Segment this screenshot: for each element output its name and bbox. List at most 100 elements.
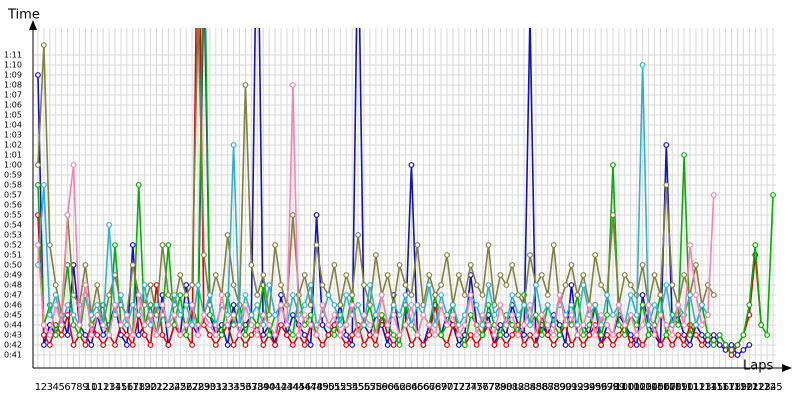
point [159, 242, 166, 248]
point [165, 242, 172, 248]
x-tick-label: 112 [686, 382, 705, 393]
point [527, 332, 533, 338]
x-tick-label: 29 [198, 382, 211, 393]
point [491, 342, 498, 348]
point [171, 312, 178, 318]
point [699, 342, 705, 348]
point [82, 342, 89, 348]
y-axis-label: Time [7, 8, 40, 23]
x-tick-label: 66 [417, 382, 430, 393]
point [384, 342, 391, 348]
point [414, 332, 421, 338]
point [94, 282, 101, 288]
point [627, 342, 634, 348]
y-tick-label: 1:07 [4, 91, 22, 100]
point [693, 332, 699, 338]
point [301, 332, 308, 338]
point [40, 182, 47, 188]
y-tick-label: 0:59 [4, 171, 22, 180]
point [734, 342, 741, 348]
point [367, 322, 373, 328]
point [230, 282, 237, 288]
point [343, 272, 350, 278]
point [307, 302, 314, 308]
point [740, 347, 747, 353]
point [230, 302, 237, 308]
point [70, 312, 77, 318]
point [201, 252, 207, 258]
point [521, 322, 527, 328]
x-tick-label: 48 [310, 382, 323, 393]
point [710, 342, 717, 348]
x-tick-label: 98 [607, 382, 620, 393]
x-tick-label: 103 [633, 382, 652, 393]
point [384, 322, 391, 328]
point [681, 322, 688, 328]
point [384, 332, 391, 338]
point [35, 162, 41, 168]
x-tick-label: 8 [76, 382, 82, 393]
point [355, 332, 361, 338]
point [740, 332, 747, 338]
x-tick-label: 67 [423, 382, 436, 393]
point [212, 342, 219, 348]
x-tick-label: 13 [103, 382, 116, 393]
x-tick-label: 73 [458, 382, 471, 393]
point [206, 312, 213, 318]
x-tick-label: 55 [352, 382, 365, 393]
point [337, 332, 344, 338]
x-tick-label: 122 [746, 382, 765, 393]
x-tick-label: 77 [482, 382, 495, 393]
point [633, 332, 640, 338]
point [70, 322, 77, 328]
point [396, 342, 403, 348]
x-tick-label: 76 [476, 382, 489, 393]
x-tick-label: 10 [85, 382, 98, 393]
x-tick-label: 46 [298, 382, 311, 393]
point [82, 282, 89, 288]
point [242, 82, 249, 88]
x-tick-label: 1 [35, 382, 41, 393]
y-tick-label: 0:41 [4, 351, 22, 360]
point [509, 262, 516, 268]
point [355, 232, 361, 238]
point [46, 312, 53, 318]
x-tick-label: 65 [411, 382, 424, 393]
point [325, 292, 332, 298]
point [580, 332, 587, 338]
y-tick-label: 0:42 [4, 341, 22, 350]
x-tick-label: 11 [91, 382, 104, 393]
point [165, 342, 172, 348]
x-tick-label: 24 [168, 382, 181, 393]
point [76, 332, 83, 338]
point [610, 332, 616, 338]
point [266, 332, 273, 338]
point [681, 332, 688, 338]
point [378, 312, 385, 318]
point [610, 162, 616, 168]
point [408, 162, 415, 168]
point [408, 342, 415, 348]
y-tick-label: 0:49 [4, 271, 22, 280]
point [337, 302, 344, 308]
point [485, 282, 492, 288]
point [408, 302, 415, 308]
point [734, 352, 741, 358]
point [467, 292, 474, 298]
x-tick-label: 62 [393, 382, 406, 393]
point [627, 312, 634, 318]
point [716, 332, 723, 338]
point [343, 342, 350, 348]
point [260, 312, 267, 318]
series-line [37, 64, 709, 328]
point [645, 332, 652, 338]
x-axis-label: Laps [743, 359, 773, 374]
point [444, 312, 450, 318]
point [485, 322, 492, 328]
point [746, 302, 753, 308]
point [218, 332, 225, 338]
point [313, 212, 320, 218]
x-tick-label: 5 [58, 382, 64, 393]
point [70, 342, 77, 348]
point [40, 42, 47, 48]
